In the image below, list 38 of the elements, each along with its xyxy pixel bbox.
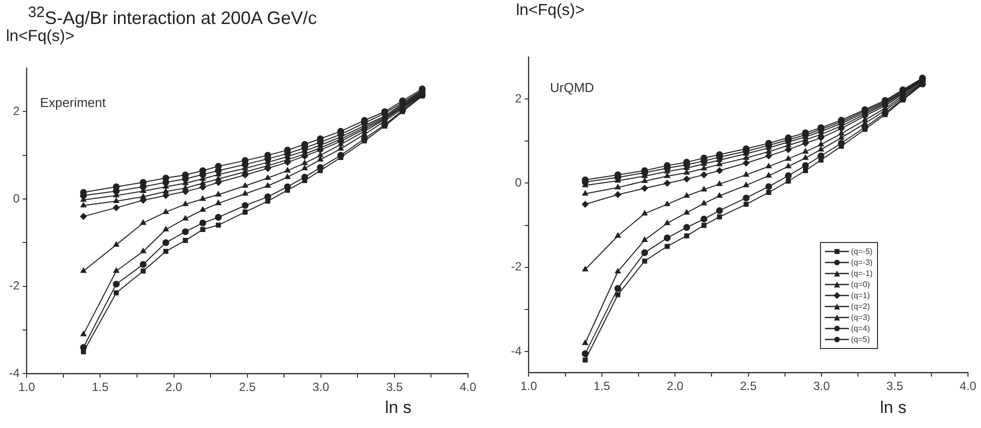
x-axis-title: ln s (385, 398, 412, 418)
x-tick-label: 2.5 (740, 379, 757, 394)
legend-label: (q=-3) (851, 258, 873, 267)
y-tick-label: -2 (9, 278, 20, 293)
annotation: Experiment (40, 95, 106, 110)
y-tick-label: -4 (9, 366, 20, 380)
legend-label: (q=3) (851, 312, 870, 322)
legend-label: (q=2) (851, 302, 870, 311)
annotation: UrQMD (550, 80, 594, 95)
x-tick-label: 2.0 (165, 380, 182, 394)
x-tick-label: 2.0 (666, 379, 684, 394)
legend-label: (q=0) (851, 280, 870, 289)
x-tick-label: 2.5 (238, 380, 256, 394)
x-tick-label: 1.5 (92, 380, 109, 394)
y-tick-label: 0 (514, 176, 522, 190)
legend-label: (q=-1) (851, 268, 873, 278)
x-axis-title: ln s (880, 398, 906, 418)
y-tick-label: -2 (511, 260, 522, 274)
legend-label: (q=-5) (851, 246, 873, 256)
x-tick-label: 3.5 (386, 380, 404, 394)
x-tick-label: 3.5 (886, 379, 904, 394)
x-tick-label: 3.0 (813, 379, 830, 394)
x-tick-label: 1.5 (594, 379, 611, 394)
x-tick-label: 1.0 (520, 379, 538, 394)
x-tick-label: 4.0 (960, 379, 977, 394)
y-tick-label: -4 (511, 344, 522, 358)
y-tick-label: 2 (514, 91, 522, 106)
x-tick-label: 3.0 (312, 380, 330, 394)
x-tick-label: 4.0 (460, 380, 477, 394)
legend-label: (q=5) (851, 334, 870, 344)
legend-label: (q=1) (851, 290, 870, 300)
y-tick-label: 0 (12, 191, 20, 206)
y-axis-title: ln<Fq(s)> (516, 2, 584, 20)
x-tick-label: 1.0 (18, 380, 36, 394)
y-axis-title: ln<Fq(s)> (6, 28, 74, 46)
chart-title: $^{32}$S-Ag/Br interaction at 200A GeV/c (28, 4, 317, 29)
y-tick-label: 2 (12, 104, 20, 118)
legend-label: (q=4) (851, 324, 870, 333)
